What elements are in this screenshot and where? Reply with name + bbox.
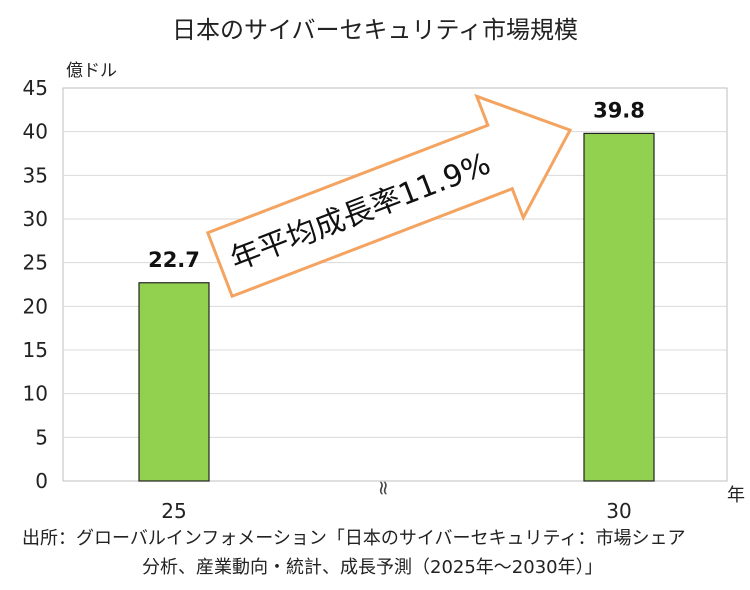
plot-area: [62, 87, 728, 482]
y-tick-label: 15: [23, 338, 48, 362]
y-tick-label: 0: [35, 469, 48, 493]
chart-title: 日本のサイバーセキュリティ市場規模: [171, 16, 579, 44]
source-line-1: 出所：グローバルインフォメーション「日本のサイバーセキュリティ：市場シェア: [22, 528, 686, 549]
axis-break-mark: ≈: [372, 480, 396, 497]
y-tick-label: 40: [23, 120, 48, 144]
y-tick-label: 5: [35, 425, 48, 449]
y-tick-label: 20: [23, 294, 48, 318]
y-axis-label: 億ドル: [66, 61, 117, 81]
data-label: 39.8: [593, 98, 645, 122]
y-tick-label: 35: [23, 163, 48, 187]
data-label: 22.7: [148, 248, 200, 272]
source-note: 出所：グローバルインフォメーション「日本のサイバーセキュリティ：市場シェア 分析…: [22, 524, 742, 582]
arrow-shape: [205, 93, 573, 299]
growth-arrow: 年平均成長率11.9%: [205, 93, 573, 299]
y-tick-label: 30: [23, 207, 48, 231]
x-tick-label: 30: [606, 499, 631, 523]
y-tick-label: 10: [23, 382, 48, 406]
bar: [138, 282, 210, 482]
x-tick-label: 25: [161, 499, 186, 523]
y-tick-label: 25: [23, 251, 48, 275]
y-tick-label: 45: [23, 76, 48, 100]
bar: [583, 132, 655, 482]
x-axis-label: 年: [727, 485, 745, 506]
source-line-2: 分析、産業動向・統計、成長予測（2025年～2030年）」: [142, 557, 603, 578]
